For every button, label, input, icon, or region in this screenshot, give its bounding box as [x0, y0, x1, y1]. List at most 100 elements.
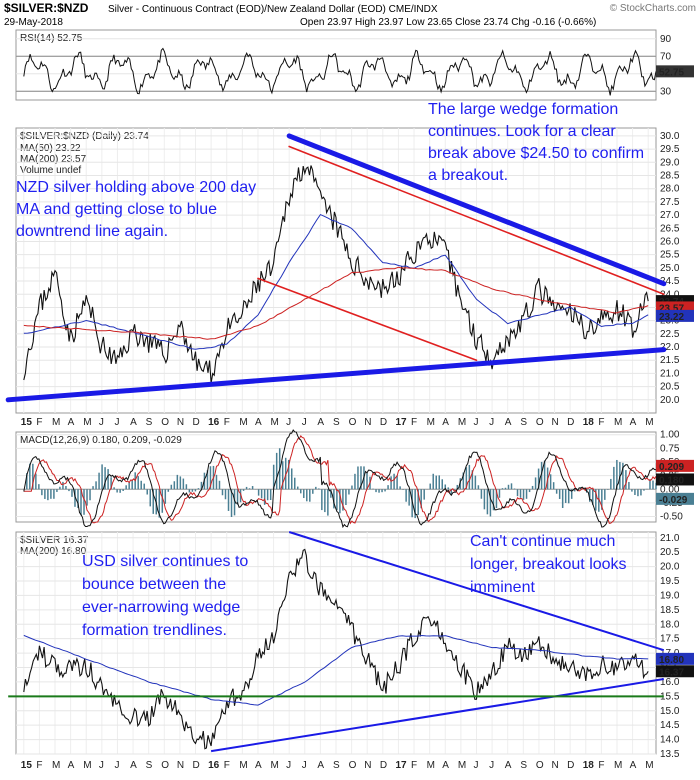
- nzd-x-tick-label: O: [349, 417, 357, 428]
- nzd-tick-label: 20.5: [660, 382, 680, 393]
- nzd-tick-label: 22.5: [660, 329, 680, 340]
- x-axis-labels: 15 F M A M J J A S O N D 16 F M A M J J A S O N D 17 F M A M J J A S O N D 1…: [21, 417, 654, 771]
- nzd-tick-label: 21.0: [660, 368, 680, 379]
- macd-tick-label: 1.00: [660, 430, 680, 441]
- macd-tick-label: 0.75: [660, 443, 680, 454]
- nzd-x-tick-label: 17: [395, 417, 407, 428]
- usd-tick-label: 19.0: [660, 590, 680, 601]
- macd-tick-label: -0.50: [660, 512, 683, 523]
- wedge-note-line-2: continues. Look for a clear: [428, 123, 616, 140]
- wedge-note-line-4: a breakout.: [428, 167, 508, 184]
- usd-x-tick-label: O: [161, 760, 169, 771]
- rsi-tick-label: 30: [660, 86, 672, 97]
- nzd-tick-label: 27.0: [660, 210, 680, 221]
- nzd-last-ma50-bg: [656, 309, 694, 322]
- usd-tick-label: 20.5: [660, 547, 680, 558]
- usd-tick-label: 20.0: [660, 562, 680, 573]
- usd-x-tick-label: 15: [21, 760, 33, 771]
- nzd-tick-label: 28.0: [660, 184, 680, 195]
- usd-note-line-4: formation trendlines.: [82, 622, 227, 639]
- breakout-note-line-1: Can't continue much: [470, 533, 615, 550]
- nzd-x-tick-label: S: [146, 417, 153, 428]
- nzd-tick-label: 26.0: [660, 236, 680, 247]
- nzd-x-tick-label: M: [458, 417, 466, 428]
- nzd-tick-label: 28.5: [660, 171, 680, 182]
- wedge-note-line-1: The large wedge formation: [428, 101, 618, 118]
- nzd-tick-label: 21.5: [660, 355, 680, 366]
- usd-x-tick-label: S: [520, 760, 527, 771]
- usd-title: $SILVER 16.37: [20, 535, 89, 546]
- usd-last-price: 16.37: [659, 667, 684, 678]
- usd-x-tick-label: M: [52, 760, 60, 771]
- usd-legend-ma200: MA(200) 16.80: [20, 546, 87, 557]
- nzd-legend-ma200: MA(200) 23.57: [20, 154, 87, 165]
- nzd-tick-label: 20.0: [660, 395, 680, 406]
- macd-title: MACD(12,26,9) 0.180, 0.209, -0.029: [20, 435, 182, 446]
- nzd-x-tick-label: M: [52, 417, 60, 428]
- usd-x-tick-label: M: [83, 760, 91, 771]
- usd-tick-label: 15.5: [660, 691, 680, 702]
- usd-x-tick-label: A: [68, 760, 75, 771]
- nzd-blue-uptrend-line: [5, 347, 667, 403]
- nzd-x-tick-label: J: [286, 417, 291, 428]
- nzd-x-tick-label: 16: [208, 417, 220, 428]
- usd-x-tick-label: 18: [583, 760, 595, 771]
- usd-x-tick-label: J: [489, 760, 494, 771]
- usd-x-tick-label: F: [598, 760, 604, 771]
- macd-last-signal-bg: [656, 459, 694, 472]
- nzd-tick-label: 27.5: [660, 197, 680, 208]
- nzd-note-line-3: downtrend line again.: [16, 223, 168, 240]
- watermark: © StockCharts.com: [610, 3, 696, 14]
- usd-x-tick-label: M: [271, 760, 279, 771]
- usd-x-tick-label: M: [645, 760, 653, 771]
- nzd-x-tick-label: A: [255, 417, 262, 428]
- macd-signal-line: [23, 435, 657, 525]
- usd-x-tick-label: A: [505, 760, 512, 771]
- nzd-x-tick-label: J: [99, 417, 104, 428]
- usd-note-line-2: bounce between the: [82, 576, 226, 593]
- nzd-x-tick-label: F: [224, 417, 230, 428]
- usd-last-price-bg: [656, 665, 694, 678]
- rsi-tick-label: 70: [660, 51, 672, 62]
- usd-x-tick-label: N: [177, 760, 184, 771]
- rsi-series-line: [23, 47, 657, 96]
- usd-tick-label: 18.0: [660, 619, 680, 630]
- breakout-annotation: Can't continue much longer, breakout loo…: [470, 533, 627, 596]
- usd-x-tick-label: A: [255, 760, 262, 771]
- nzd-x-tick-label: F: [598, 417, 604, 428]
- nzd-x-tick-label: S: [520, 417, 527, 428]
- usd-x-tick-label: N: [364, 760, 371, 771]
- nzd-x-tick-label: N: [552, 417, 559, 428]
- chart-header: $SILVER:$NZD Silver - Continuous Contrac…: [4, 1, 696, 28]
- nzd-red-upper-line: [288, 145, 665, 296]
- nzd-x-tick-label: N: [364, 417, 371, 428]
- usd-annotation: USD silver continues to bounce between t…: [82, 553, 248, 639]
- usd-blue-downtrend-line: [288, 531, 665, 652]
- nzd-last-ma50: 23.22: [659, 312, 684, 323]
- usd-blue-uptrend-line: [210, 678, 664, 753]
- nzd-x-tick-label: 18: [583, 417, 595, 428]
- breakout-note-line-3: imminent: [470, 579, 535, 596]
- usd-x-tick-label: 16: [208, 760, 220, 771]
- nzd-x-tick-label: M: [239, 417, 247, 428]
- macd-last-hist-bg: [656, 492, 694, 505]
- usd-layer: 21.020.520.019.519.018.518.017.517.016.5…: [8, 531, 694, 760]
- usd-x-tick-label: A: [442, 760, 449, 771]
- nzd-tick-label: 24.0: [660, 289, 680, 300]
- nzd-ma200-line: [23, 266, 649, 340]
- chart-description: Silver - Continuous Contract (EOD)/New Z…: [108, 4, 438, 15]
- usd-last-ma200-bg: [656, 652, 694, 665]
- usd-x-tick-label: M: [458, 760, 466, 771]
- usd-tick-label: 15.0: [660, 706, 680, 717]
- nzd-legend-volume: Volume undef: [20, 165, 81, 176]
- usd-x-tick-label: D: [193, 760, 200, 771]
- nzd-x-tick-label: A: [505, 417, 512, 428]
- usd-x-tick-label: A: [130, 760, 137, 771]
- nzd-x-tick-label: N: [177, 417, 184, 428]
- nzd-x-tick-label: M: [645, 417, 653, 428]
- macd-tick-label: 0.00: [660, 484, 680, 495]
- nzd-x-tick-label: O: [536, 417, 544, 428]
- nzd-note-line-2: MA and getting close to blue: [16, 201, 217, 218]
- nzd-x-tick-label: M: [271, 417, 279, 428]
- nzd-tick-label: 29.5: [660, 144, 680, 155]
